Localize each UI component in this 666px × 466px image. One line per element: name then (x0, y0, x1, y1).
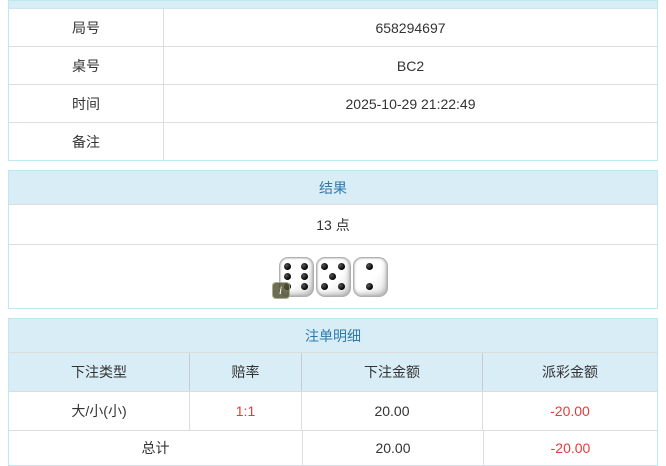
panel-header-strip (9, 1, 657, 9)
die-pip (300, 263, 308, 270)
col-header-payout: 派彩金额 (542, 364, 598, 380)
dice-result-row: i (9, 245, 657, 308)
image-info-icon[interactable]: i (271, 281, 290, 299)
remark-label: 备注 (9, 123, 164, 160)
info-row-table: 桌号 BC2 (9, 46, 657, 84)
die-pip (366, 283, 374, 290)
die-pip (337, 283, 345, 290)
die-pip (366, 263, 374, 270)
total-payout-cell: -20.00 (550, 440, 591, 456)
info-row-round: 局号 658294697 (9, 9, 657, 46)
time-value: 2025-10-29 21:22:49 (345, 95, 476, 112)
odds-cell: 1:1 (190, 392, 302, 430)
col-header-odds: 赔率 (190, 353, 302, 391)
die-pip (321, 283, 329, 290)
remark-value (164, 123, 657, 160)
col-header-bet-type: 下注类型 (9, 353, 190, 391)
result-points: 13 点 (9, 205, 657, 245)
game-info-panel: 局号 658294697 桌号 BC2 时间 2025-10-29 21:22:… (8, 0, 658, 161)
die-pip (329, 273, 337, 280)
bet-details-panel: 注单明细 下注类型 赔率 下注金额 派彩金额 大/小(小) 1:1 20.00 … (8, 318, 658, 466)
total-bet-amount-cell: 20.00 (303, 431, 484, 465)
total-label-cell: 总计 (9, 431, 303, 465)
die-pip (284, 263, 292, 270)
table-id-value: BC2 (396, 57, 425, 74)
round-id-value: 658294697 (375, 19, 446, 36)
die-pip (337, 263, 345, 270)
die-3-value-2 (352, 256, 388, 297)
bet-table-total-row: 总计 20.00 -20.00 (9, 430, 657, 465)
info-row-remark: 备注 (9, 122, 657, 160)
payout-cell: -20.00 (550, 403, 590, 419)
bet-table-header-row: 下注类型 赔率 下注金额 派彩金额 (9, 353, 657, 391)
die-1-value-6: i (271, 256, 314, 299)
die-pip (321, 263, 329, 270)
bet-type-cell: 大/小(小) (9, 392, 190, 430)
result-panel: 结果 13 点 i (8, 170, 658, 309)
die-pip (300, 273, 308, 280)
round-id-label: 局号 (9, 9, 164, 46)
col-header-bet-amount: 下注金额 (302, 353, 483, 391)
result-panel-title: 结果 (9, 171, 657, 205)
table-id-label: 桌号 (9, 47, 164, 84)
bet-amount-cell: 20.00 (302, 392, 483, 430)
info-row-time: 时间 2025-10-29 21:22:49 (9, 84, 657, 122)
time-label: 时间 (9, 85, 164, 122)
die-pip (300, 283, 308, 290)
bet-table-row: 大/小(小) 1:1 20.00 -20.00 (9, 391, 657, 430)
bet-details-title: 注单明细 (9, 319, 657, 353)
die-pip (284, 273, 292, 280)
die-2-value-5 (315, 256, 351, 297)
